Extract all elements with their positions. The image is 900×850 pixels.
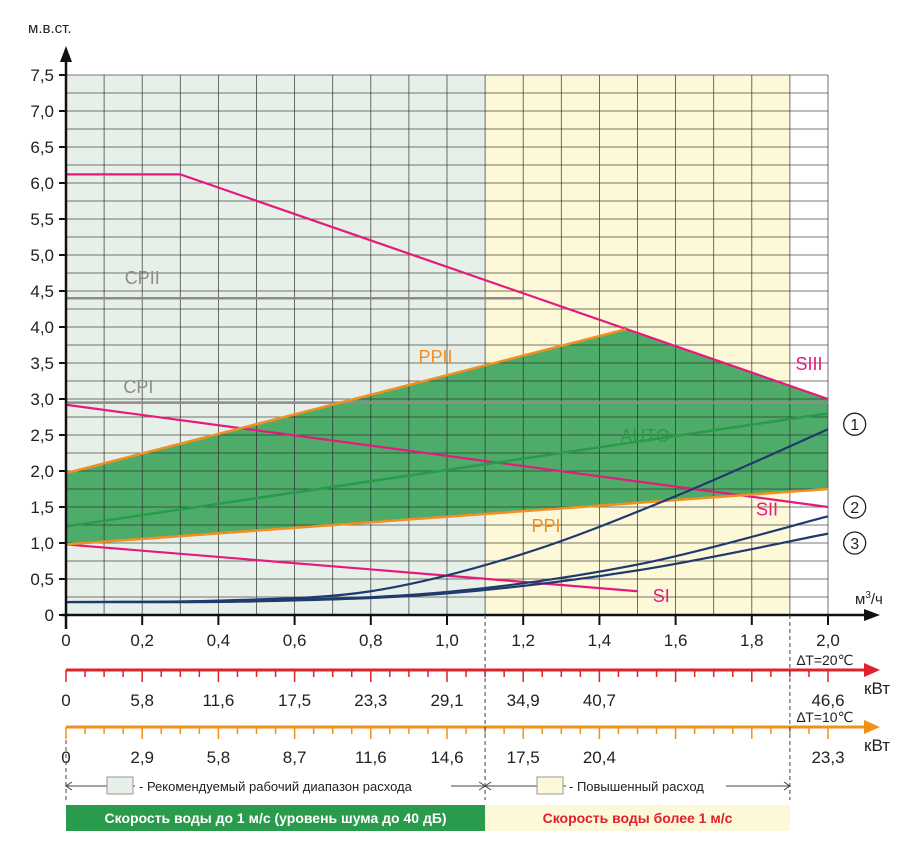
scale-tick-label-dt10: 8,7 bbox=[283, 748, 307, 767]
curve-label-ppi: PPI bbox=[532, 516, 561, 536]
scale-tick-label-dt20: 11,6 bbox=[202, 691, 234, 710]
y-tick-label: 2,0 bbox=[30, 462, 54, 481]
scale-tick-label-dt10: 2,9 bbox=[130, 748, 154, 767]
y-tick-label: 4,0 bbox=[30, 318, 54, 337]
legend-swatch-increased bbox=[536, 776, 564, 795]
y-tick-label: 3,5 bbox=[30, 354, 54, 373]
system-curve-marker-label-2: 2 bbox=[850, 500, 859, 517]
scale-title-dt10: ∆T=10℃ bbox=[797, 709, 854, 725]
scale-tick-label-dt20: 5,8 bbox=[130, 691, 154, 710]
x-tick-label: 0,2 bbox=[130, 631, 154, 650]
scale-tick-label-dt20: 34,9 bbox=[507, 691, 540, 710]
x-tick-label: 1,4 bbox=[588, 631, 612, 650]
curve-label-siii: SIII bbox=[795, 354, 822, 374]
y-tick-label: 5,5 bbox=[30, 210, 54, 229]
banner-high-speed bbox=[485, 805, 790, 831]
y-tick-label: 2,5 bbox=[30, 426, 54, 445]
system-curve-marker-2 bbox=[843, 495, 867, 519]
scale-tick-label-dt20: 17,5 bbox=[278, 691, 311, 710]
curve-sii bbox=[65, 403, 829, 509]
scale-tick-label-dt20: 40,7 bbox=[583, 691, 616, 710]
system-curve-marker-1 bbox=[843, 412, 867, 436]
x-tick-label: 1,0 bbox=[435, 631, 459, 650]
scales-layer: 0 5,8 11,6 17,5 23,3 29,1 34,9 40,7 46,6 ∆T=20℃ кВ… bbox=[61, 652, 890, 767]
curve-auto bbox=[65, 412, 829, 528]
x-tick-label: 0 bbox=[61, 631, 70, 650]
x-tick-label: 0,4 bbox=[207, 631, 231, 650]
x-axis-title: м3/ч bbox=[855, 590, 883, 608]
system-curve-marker-3 bbox=[843, 531, 867, 555]
legend-arrowhead bbox=[783, 781, 791, 791]
y-axis-arrow bbox=[60, 46, 72, 62]
y-tick-label: 6,0 bbox=[30, 174, 54, 193]
curve-siii bbox=[66, 173, 829, 401]
legend-arrowhead bbox=[65, 781, 73, 791]
scale-tick-label-dt10: 23,3 bbox=[811, 748, 844, 767]
x-tick-label: 0,8 bbox=[359, 631, 383, 650]
system-curve-3 bbox=[65, 532, 829, 604]
curve-label-si: SI bbox=[653, 586, 670, 606]
curve-label-cpii: CPII bbox=[125, 268, 160, 288]
curve-ppi bbox=[65, 487, 829, 546]
x-tick-label: 1,2 bbox=[511, 631, 535, 650]
x-tick-label: 2,0 bbox=[816, 631, 840, 650]
legend-arrowhead bbox=[484, 781, 492, 791]
series-layer bbox=[65, 173, 829, 604]
legend-increased-text: - Повышенный расход bbox=[569, 779, 704, 794]
curve-label-auto: AUTO bbox=[620, 426, 670, 446]
y-axis-title: м.в.ст. bbox=[28, 20, 72, 37]
system-curve-marker-label-1: 1 bbox=[850, 417, 859, 434]
axes-layer: 0 0,5 1,0 1,5 2,0 2,5 3,0 3,5 4,0 4,5 5,0 5,5 6,0 6,5… bbox=[28, 20, 883, 650]
legend-text-mask bbox=[135, 783, 451, 789]
scale-unit-dt10: кВт bbox=[864, 736, 890, 755]
y-tick-label: 1,5 bbox=[30, 498, 54, 517]
scale-tick-label-dt10: 14,6 bbox=[430, 748, 463, 767]
scale-tick-label-dt10: 17,5 bbox=[507, 748, 540, 767]
legend-layer: - Рекомендуемый рабочий диапазон расхода… bbox=[65, 615, 791, 831]
scale-unit-dt20: кВт bbox=[864, 679, 890, 698]
scale-title-dt20: ∆T=20℃ bbox=[797, 652, 854, 668]
y-tick-label: 3,0 bbox=[30, 390, 54, 409]
scale-tick-label-dt20: 23,3 bbox=[354, 691, 387, 710]
scale-tick-label-dt20: 0 bbox=[61, 691, 70, 710]
y-tick-label: 6,5 bbox=[30, 138, 54, 157]
banner-high-speed-text: Скорость воды более 1 м/с bbox=[543, 810, 733, 826]
curve-label-cpi: CPI bbox=[123, 377, 153, 397]
scale-arrow-dt20 bbox=[864, 663, 880, 677]
system-curve-marker-label-3: 3 bbox=[850, 536, 859, 553]
x-tick-label: 0,6 bbox=[283, 631, 307, 650]
scale-arrow-dt10 bbox=[864, 720, 880, 734]
x-axis-arrow bbox=[864, 609, 880, 621]
y-tick-label: 7,5 bbox=[30, 66, 54, 85]
legend-swatch-recommended bbox=[106, 776, 134, 795]
scale-tick-label-dt10: 11,6 bbox=[355, 748, 387, 767]
scale-tick-label-dt20: 29,1 bbox=[430, 691, 463, 710]
y-tick-label: 0 bbox=[45, 606, 54, 625]
y-tick-label: 5,0 bbox=[30, 246, 54, 265]
y-tick-label: 4,5 bbox=[30, 282, 54, 301]
labels-layer: SIII SII SI CPII CPI PPII PPI AUTO 1 2 3 bbox=[123, 268, 867, 606]
y-tick-label: 1,0 bbox=[30, 534, 54, 553]
y-tick-label: 0,5 bbox=[30, 570, 54, 589]
curve-label-sii: SII bbox=[756, 500, 778, 520]
grid-layer bbox=[65, 74, 829, 616]
x-tick-label: 1,6 bbox=[664, 631, 688, 650]
legend-text-mask bbox=[566, 783, 726, 789]
scale-tick-label-dt20: 46,6 bbox=[811, 691, 844, 710]
scale-tick-label-dt10: 20,4 bbox=[583, 748, 616, 767]
scale-tick-label-dt10: 5,8 bbox=[207, 748, 231, 767]
curve-label-ppii: PPII bbox=[419, 347, 453, 367]
x-tick-label: 1,8 bbox=[740, 631, 764, 650]
y-tick-label: 7,0 bbox=[30, 102, 54, 121]
legend-recommended-text: - Рекомендуемый рабочий диапазон расхода bbox=[139, 779, 413, 794]
banner-low-speed bbox=[66, 805, 486, 831]
curve-ppii bbox=[65, 327, 627, 475]
banner-low-speed-text: Скорость воды до 1 м/с (уровень шума до … bbox=[105, 810, 447, 826]
